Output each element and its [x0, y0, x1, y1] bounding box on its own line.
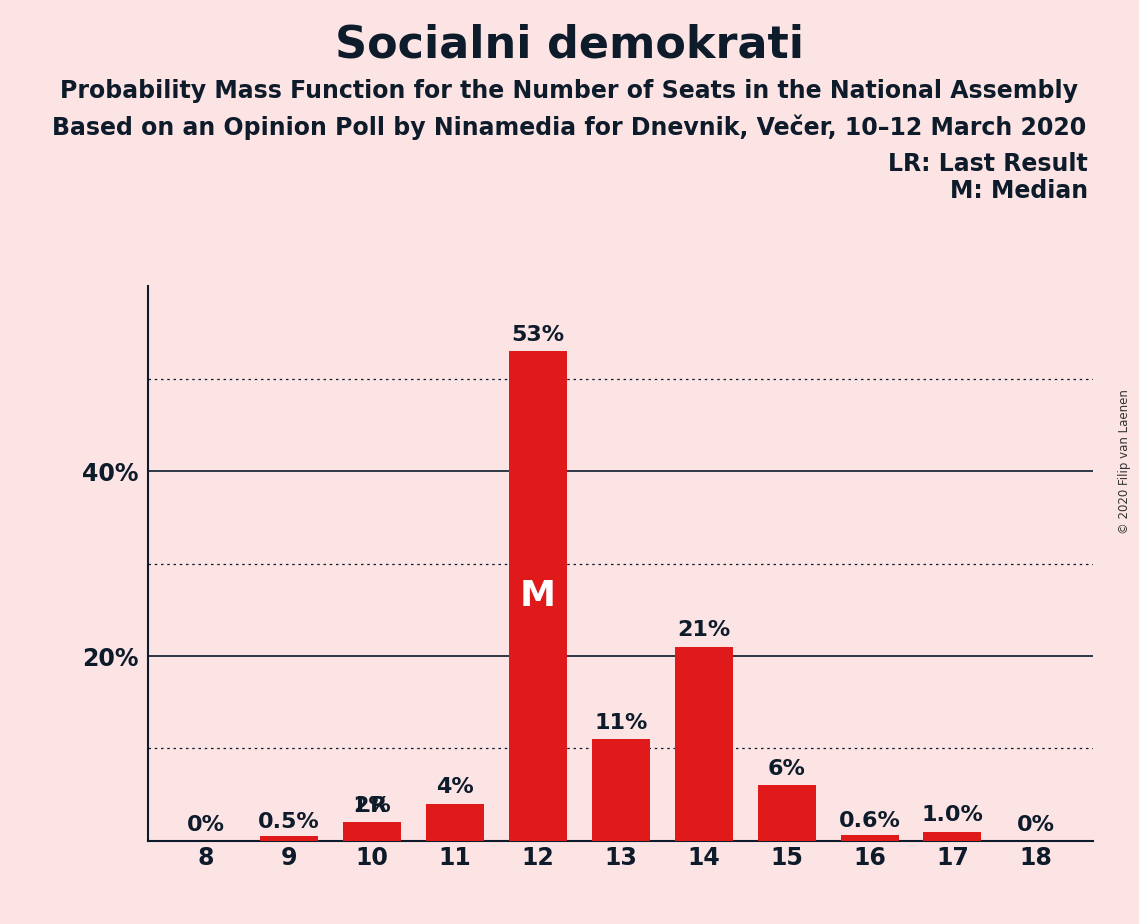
- Bar: [924, 832, 982, 841]
- Bar: [757, 785, 816, 841]
- Text: LR: Last Result: LR: Last Result: [888, 152, 1088, 176]
- Text: 1.0%: 1.0%: [921, 805, 983, 825]
- Text: Based on an Opinion Poll by Ninamedia for Dnevnik, Večer, 10–12 March 2020: Based on an Opinion Poll by Ninamedia fo…: [52, 115, 1087, 140]
- Bar: [674, 647, 732, 841]
- Text: 11%: 11%: [595, 712, 647, 733]
- Text: 21%: 21%: [677, 620, 730, 640]
- Text: 0%: 0%: [1016, 815, 1055, 835]
- Text: © 2020 Filip van Laenen: © 2020 Filip van Laenen: [1118, 390, 1131, 534]
- Text: M: M: [519, 579, 556, 613]
- Text: 0.5%: 0.5%: [259, 811, 320, 832]
- Bar: [426, 804, 484, 841]
- Text: 53%: 53%: [511, 324, 565, 345]
- Text: 4%: 4%: [436, 777, 474, 797]
- Text: 0%: 0%: [187, 815, 226, 835]
- Text: Socialni demokrati: Socialni demokrati: [335, 23, 804, 67]
- Bar: [509, 351, 567, 841]
- Bar: [592, 739, 649, 841]
- Text: 6%: 6%: [768, 759, 805, 779]
- Bar: [343, 822, 401, 841]
- Bar: [841, 835, 899, 841]
- Text: 2%: 2%: [353, 796, 391, 816]
- Text: LR: LR: [357, 796, 387, 816]
- Text: M: Median: M: Median: [950, 179, 1088, 203]
- Text: 0.6%: 0.6%: [838, 810, 901, 831]
- Bar: [260, 836, 318, 841]
- Text: Probability Mass Function for the Number of Seats in the National Assembly: Probability Mass Function for the Number…: [60, 79, 1079, 103]
